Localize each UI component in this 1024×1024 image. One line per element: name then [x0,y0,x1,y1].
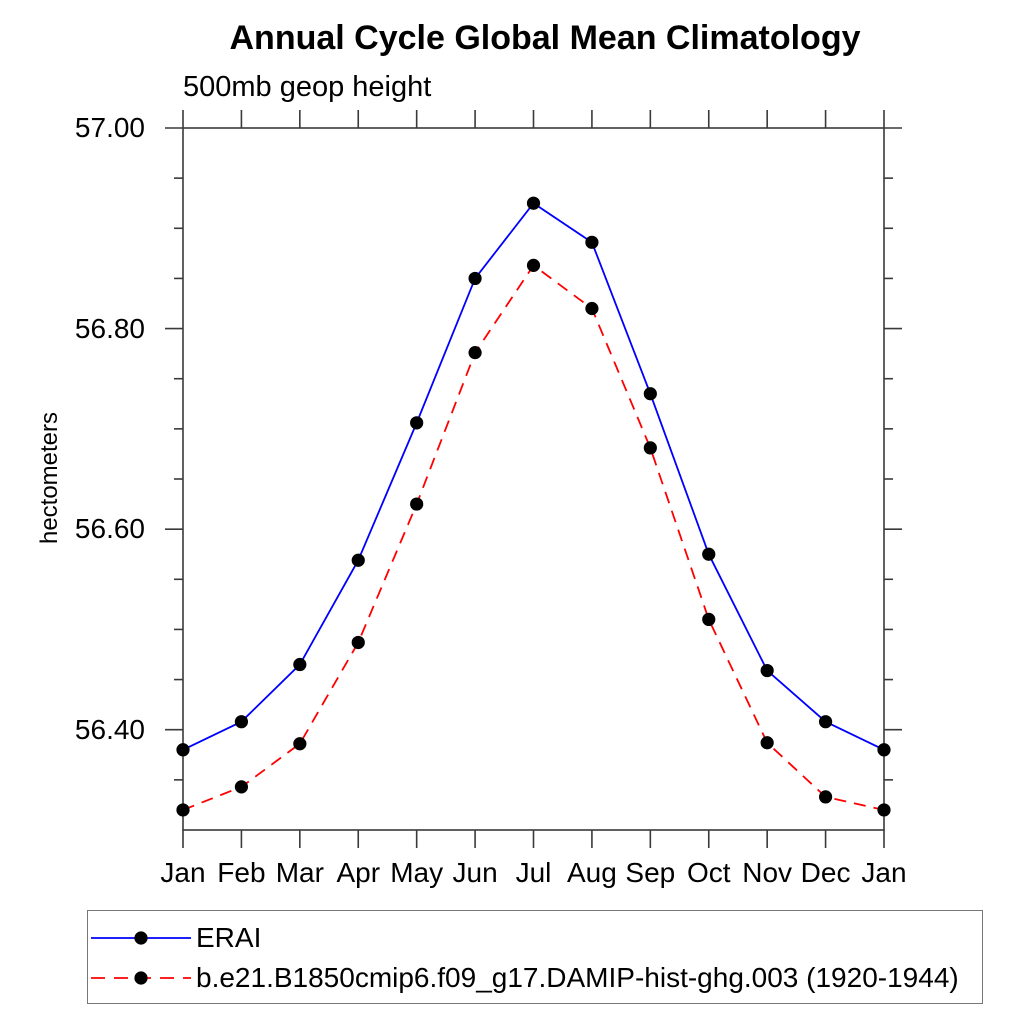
legend-line-icon-model [91,971,191,985]
y-tick-label: 56.60 [74,513,145,545]
x-tick-label: Apr [336,857,381,888]
legend-label-model: b.e21.B1850cmip6.f09_g17.DAMIP-hist-ghg.… [196,962,959,993]
chart-title: Annual Cycle Global Mean Climatology [229,19,861,57]
x-tick-label: Jul [515,857,552,888]
y-tick-label: 57.00 [74,112,145,143]
x-tick-label: Feb [217,857,266,888]
legend-box: ERAI b.e21.B1850cmip6.f09_g17.DAMIP-hist… [87,910,983,1004]
y-tick-label: 56.40 [74,713,145,745]
x-tick-label: Jun [452,857,498,888]
x-tick-label: Dec [800,857,851,888]
y-tick-label: 56.80 [74,312,145,344]
chart-subtitle: 500mb geop height [183,71,432,103]
legend-line-icon-erai [91,931,191,945]
legend-label-erai: ERAI [196,922,262,953]
x-tick-label: May [390,857,444,888]
x-tick-label: Oct [686,857,731,888]
x-tick-label: Jan [861,857,907,888]
x-tick-label: Sep [625,857,676,888]
x-tick-label: Nov [742,857,793,888]
x-tick-label: Mar [275,857,324,888]
x-tick-label: Aug [566,857,617,888]
x-tick-label: Jan [160,857,206,888]
